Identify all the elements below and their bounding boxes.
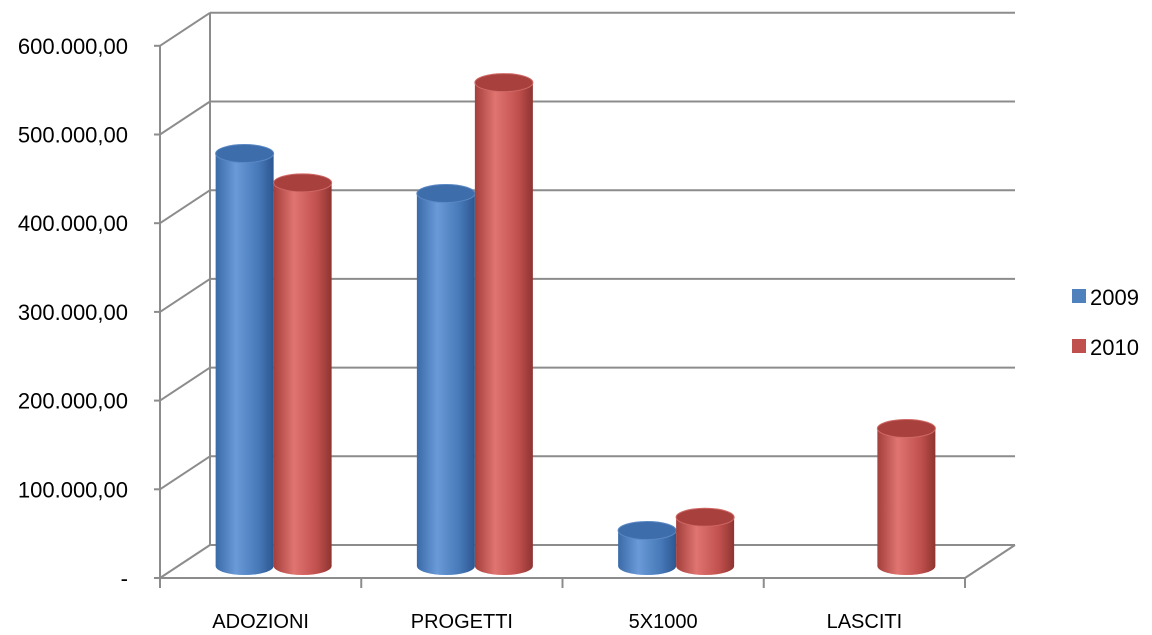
y-tick-label: 500.000,00	[18, 123, 128, 148]
y-tick-label: 600.000,00	[18, 34, 128, 59]
gridline-side	[159, 11, 211, 47]
y-tick-label: 200.000,00	[18, 389, 128, 414]
gridline-side	[159, 455, 211, 491]
gridline-side	[159, 544, 211, 579]
legend-swatch-2010	[1072, 339, 1086, 353]
bar-top-2010-progetti	[474, 73, 534, 93]
legend-swatch-2009	[1072, 289, 1086, 303]
bar-top-2010-adozioni	[273, 173, 333, 193]
gridline-side	[159, 278, 211, 313]
bar-top-2009-adozioni	[215, 144, 275, 164]
gridline-side	[159, 366, 211, 402]
y-tick-label: -	[121, 566, 128, 591]
gridline-side	[159, 100, 211, 136]
x-tick-label: 5X1000	[629, 611, 698, 633]
legend: 2009 2010	[1072, 285, 1139, 360]
plot-area: - 100.000,00 200.000,00 300.000,00 400.000,0…	[18, 11, 1016, 633]
bar-top-2010-5x1000	[675, 507, 735, 527]
legend-label-2010: 2010	[1090, 335, 1139, 360]
y-tick-label: 400.000,00	[18, 211, 128, 236]
gridline-side	[159, 189, 211, 225]
x-tick-label: PROGETTI	[411, 611, 513, 633]
bar-2010-lasciti	[877, 428, 936, 575]
bar-2009-adozioni	[215, 153, 274, 576]
y-tick-label: 300.000,00	[18, 300, 128, 325]
bar-2010-5x1000	[676, 517, 735, 575]
y-tick-label: 100.000,00	[18, 477, 128, 502]
x-tick-label: ADOZIONI	[212, 611, 309, 633]
bar-2010-progetti	[474, 82, 533, 576]
bar-2010-adozioni	[273, 182, 332, 576]
legend-label-2009: 2009	[1090, 285, 1139, 310]
bar-top-2009-progetti	[416, 183, 476, 203]
floor-edge	[964, 544, 1016, 579]
bar-top-2010-lasciti	[876, 419, 936, 439]
x-tick-label: LASCITI	[827, 611, 903, 633]
bar-2009-progetti	[416, 193, 475, 575]
bar-top-2009-5x1000	[617, 521, 677, 541]
bar-2009-5x1000	[618, 530, 677, 575]
